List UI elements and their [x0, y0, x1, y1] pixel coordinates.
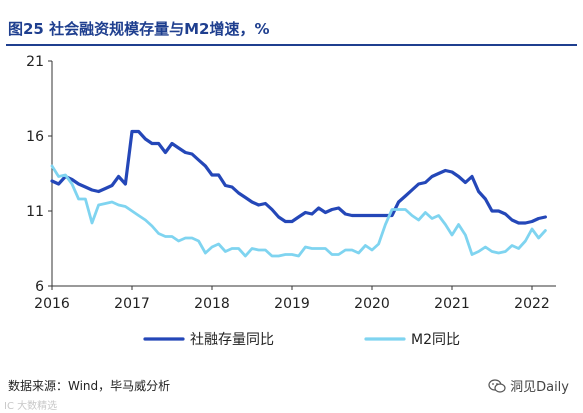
chart-axes: 6 11 16 21 2016 2017 2018 2019 2020 2021 2022 [26, 54, 556, 312]
watermark-left: IC 大数精选 [4, 401, 58, 412]
x-tick-label: 2017 [114, 296, 150, 312]
wechat-icon [488, 378, 506, 393]
x-tick-label: 2020 [354, 296, 390, 312]
x-tick-label: 2018 [194, 296, 230, 312]
data-source-note: 数据来源：Wind，毕马威分析 [8, 379, 171, 393]
x-tick-label: 2021 [434, 296, 470, 312]
title-divider [6, 44, 577, 46]
series-line-m2 [50, 164, 547, 258]
chart-title: 图25 社会融资规模存量与M2增速，% [8, 20, 270, 38]
chart-legend: 社融存量同比 M2同比 [143, 332, 460, 348]
x-tick-label: 2022 [514, 296, 550, 312]
y-tick-label: 11 [26, 204, 44, 220]
watermark-brand: 洞见Daily [510, 380, 569, 395]
y-tick-label: 16 [26, 129, 44, 145]
y-tick-label: 21 [26, 54, 44, 70]
x-tick-label: 2019 [274, 296, 310, 312]
watermark-right: 洞见Daily [488, 376, 569, 395]
series-line-tsf [50, 129, 548, 225]
x-tick-label: 2016 [34, 296, 70, 312]
y-tick-label: 6 [35, 279, 44, 295]
chart-series [50, 129, 548, 258]
legend-item-m2-label: M2同比 [411, 332, 460, 348]
legend-item-tsf-label: 社融存量同比 [190, 332, 274, 348]
